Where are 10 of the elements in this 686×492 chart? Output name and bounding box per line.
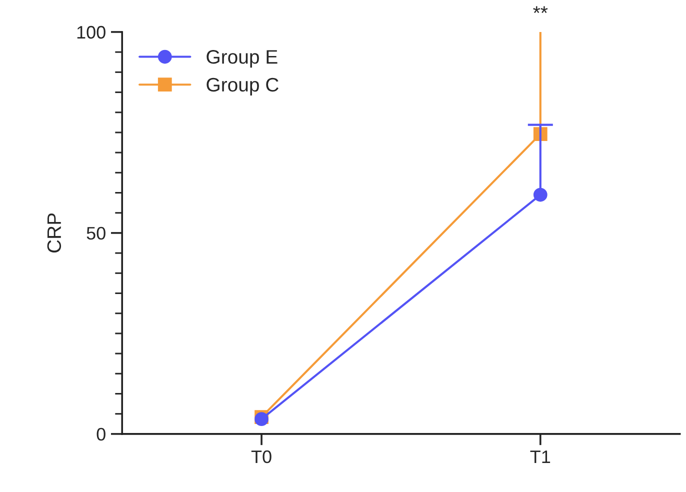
y-tick-label: 50 — [86, 226, 106, 240]
x-tick-label: T1 — [530, 450, 550, 463]
annotation: ** — [533, 6, 548, 14]
y-tick-label: 0 — [96, 428, 106, 441]
y-axis-title: CRP — [47, 213, 62, 252]
legend-label: Group C — [206, 78, 278, 96]
x-tick-label: T0 — [251, 450, 272, 464]
point — [533, 188, 548, 202]
legend-label: Group E — [206, 50, 278, 68]
y-tick-label: 100 — [77, 26, 106, 39]
